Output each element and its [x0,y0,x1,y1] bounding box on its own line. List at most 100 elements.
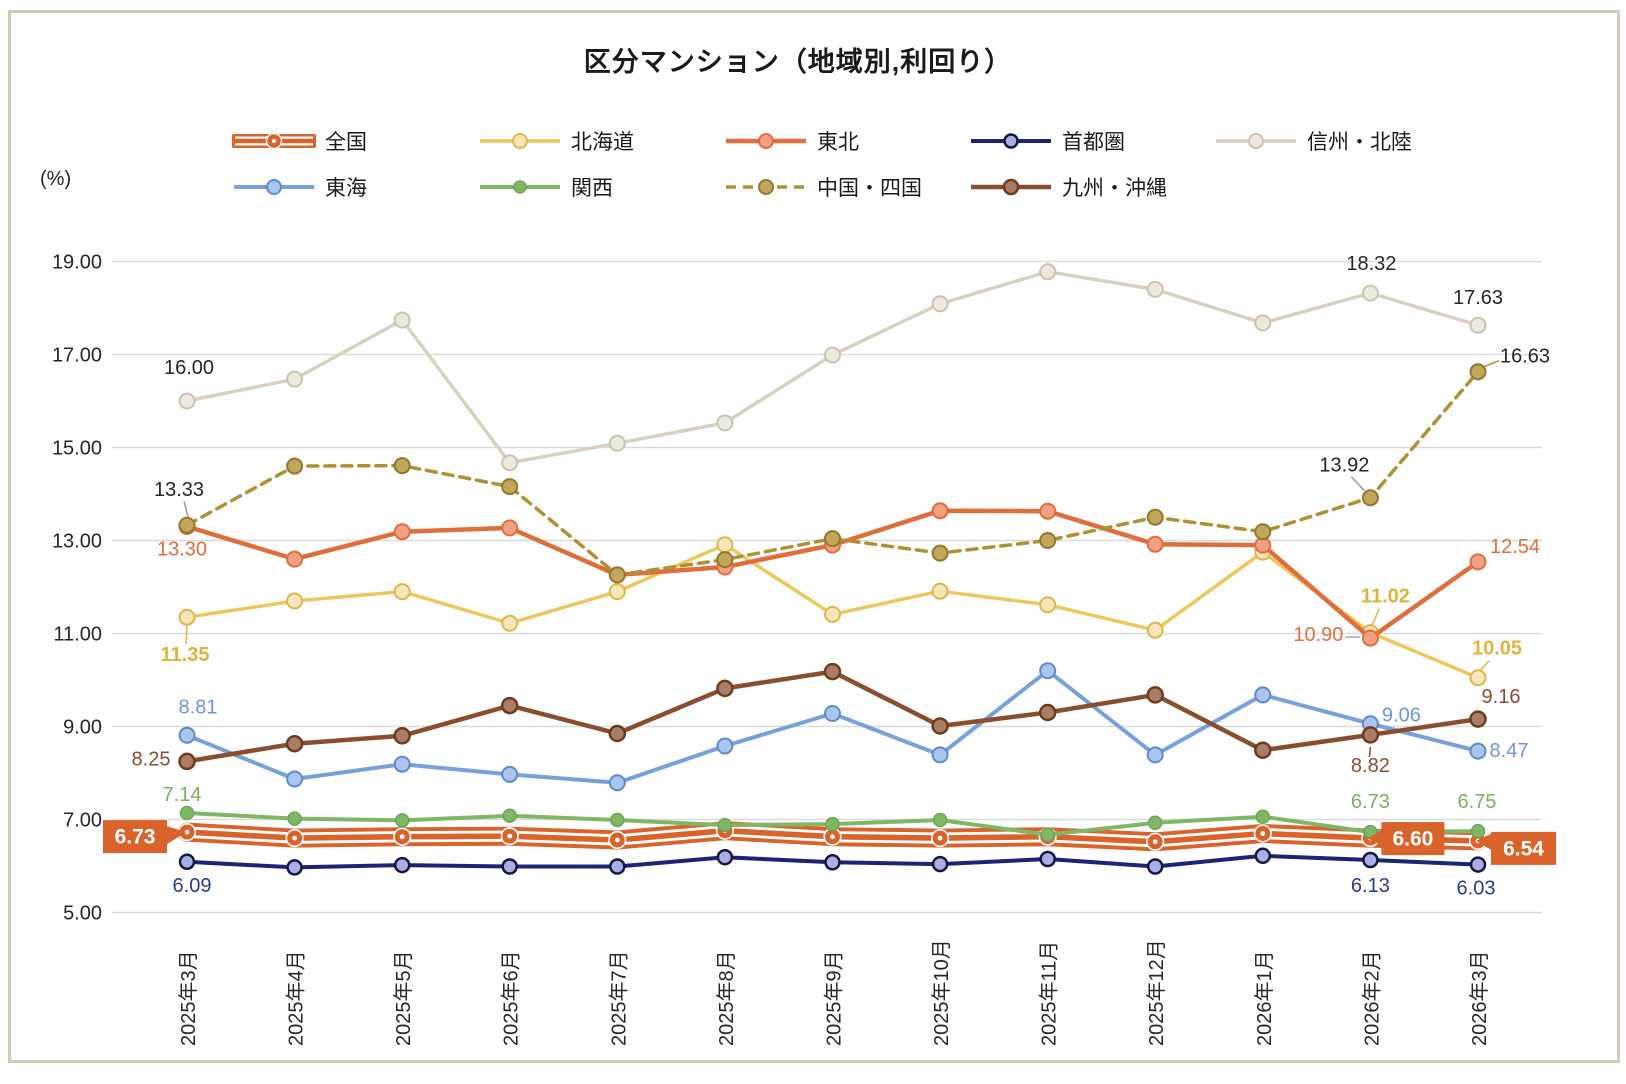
legend-label-shutoken: 首都圏 [1062,131,1125,154]
data-label-hokkaido-11: 11.02 [1361,586,1410,625]
svg-text:6.03: 6.03 [1457,878,1496,900]
svg-text:2026年3月: 2026年3月 [1468,950,1491,1046]
legend-item-chugoku: 中国・四国 [724,174,922,200]
svg-text:9.16: 9.16 [1482,686,1521,708]
legend-label-kansai: 関西 [571,177,613,200]
svg-text:2025年3月: 2025年3月 [177,950,200,1046]
data-label-zenkoku-12: 6.54 [1476,831,1556,865]
svg-text:17.63: 17.63 [1453,287,1503,309]
data-label-shutoken-11: 6.13 [1351,875,1390,897]
data-label-shinshu-11: 18.32 [1346,253,1396,275]
svg-text:2025年9月: 2025年9月 [823,950,846,1046]
legend-swatch-chugoku [726,179,806,195]
legend-item-kansai: 関西 [478,174,613,200]
series-kyushu [178,662,1487,771]
data-label-zenkoku-11: 6.60 [1367,822,1445,856]
data-label-kyushu-11: 8.82 [1351,746,1390,777]
svg-text:6.13: 6.13 [1351,875,1390,897]
x-axis-labels: 2025年3月 2025年4月 2025年5月 2025年6月 2025年7月 2025年… [177,939,1491,1046]
svg-text:12.54: 12.54 [1490,536,1540,558]
svg-text:10.90: 10.90 [1293,624,1343,646]
svg-text:7.14: 7.14 [163,784,202,806]
svg-text:13.92: 13.92 [1319,455,1369,477]
data-label-shutoken-0: 6.09 [173,875,212,897]
legend-item-tokai: 東海 [232,174,367,200]
svg-text:15.00: 15.00 [52,438,102,460]
legend-label-zenkoku: 全国 [325,131,367,154]
svg-text:17.00: 17.00 [52,345,102,367]
legend-swatch-kyushu [971,178,1051,196]
legend-item-kyushu: 九州・沖縄 [969,174,1167,200]
svg-text:8.47: 8.47 [1490,740,1529,762]
data-label-hokkaido-12: 10.05 [1472,638,1522,672]
legend-item-shutoken: 首都圏 [969,128,1125,154]
legend-item-hokkaido: 北海道 [478,128,634,154]
svg-text:2025年11月: 2025年11月 [1038,941,1061,1046]
svg-text:13.00: 13.00 [52,531,102,553]
svg-text:9.00: 9.00 [63,717,102,739]
svg-text:8.82: 8.82 [1351,755,1390,777]
svg-text:2026年1月: 2026年1月 [1253,950,1276,1046]
data-label-kyushu-0: 8.25 [132,748,171,770]
data-label-tokai-12: 8.47 [1490,740,1529,762]
svg-text:2025年7月: 2025年7月 [607,950,630,1046]
svg-text:2025年4月: 2025年4月 [285,950,308,1046]
svg-text:13.30: 13.30 [157,539,207,561]
legend-item-tohoku: 東北 [724,128,859,154]
svg-text:16.63: 16.63 [1500,346,1550,368]
svg-text:11.00: 11.00 [53,624,102,646]
legend-item-zenkoku: 全国 [232,128,367,154]
legend-label-tohoku: 東北 [817,131,859,154]
svg-text:2025年12月: 2025年12月 [1145,939,1168,1046]
svg-text:6.60: 6.60 [1392,828,1433,851]
legend-item-shinshu: 信州・北陸 [1214,128,1412,154]
svg-text:6.73: 6.73 [1351,791,1390,813]
chart-title: 区分マンション（地域別,利回り） [583,47,1013,77]
legend-swatch-zenkoku [232,132,316,150]
svg-text:18.32: 18.32 [1346,253,1396,275]
data-label-chugoku-12: 16.63 [1483,346,1550,368]
data-label-kyushu-12: 9.16 [1482,686,1521,708]
svg-text:10.05: 10.05 [1472,638,1522,660]
svg-text:8.81: 8.81 [179,696,218,718]
series-chugoku [178,363,1487,584]
svg-text:7.00: 7.00 [63,810,102,832]
legend-label-chugoku: 中国・四国 [817,177,922,200]
svg-text:2025年8月: 2025年8月 [715,950,738,1046]
data-label-tohoku-12: 12.54 [1490,536,1540,558]
svg-text:6.75: 6.75 [1458,791,1497,813]
data-label-tohoku-11: 10.90 [1293,624,1361,646]
data-label-shutoken-12: 6.03 [1457,878,1496,900]
y-axis-labels: 19.00 17.00 15.00 13.00 11.00 9.00 7.00 5.00 [52,252,102,925]
svg-text:11.35: 11.35 [161,644,210,666]
legend-label-kyushu: 九州・沖縄 [1062,177,1167,200]
y-axis-unit-label: (%) [40,168,72,190]
series-kansai [179,805,1486,843]
svg-text:6.73: 6.73 [115,826,156,849]
data-label-kansai-11: 6.73 [1351,791,1390,813]
svg-text:11.02: 11.02 [1361,586,1410,608]
legend-swatch-kansai [480,180,560,194]
legend-swatch-tokai [234,179,314,195]
legend-label-shinshu: 信州・北陸 [1307,131,1412,154]
data-label-hokkaido-0: 11.35 [161,624,210,666]
data-label-tokai-11: 9.06 [1382,705,1421,727]
series-shutoken [178,847,1487,876]
gridlines [112,260,1542,914]
svg-text:2025年10月: 2025年10月 [930,939,953,1046]
svg-text:16.00: 16.00 [164,357,214,379]
svg-text:2025年5月: 2025年5月 [392,950,415,1046]
svg-text:2025年6月: 2025年6月 [500,950,523,1046]
svg-text:19.00: 19.00 [52,252,102,274]
data-label-tokai-0: 8.81 [179,696,218,718]
svg-text:6.54: 6.54 [1503,837,1544,860]
series-zenkoku [177,821,1488,852]
svg-text:2026年2月: 2026年2月 [1360,950,1383,1046]
svg-text:5.00: 5.00 [63,903,102,925]
legend-swatch-hokkaido [480,133,560,149]
svg-text:13.33: 13.33 [154,479,204,501]
data-label-chugoku-11: 13.92 [1319,455,1369,492]
data-label-chugoku-0: 13.33 [154,479,204,518]
